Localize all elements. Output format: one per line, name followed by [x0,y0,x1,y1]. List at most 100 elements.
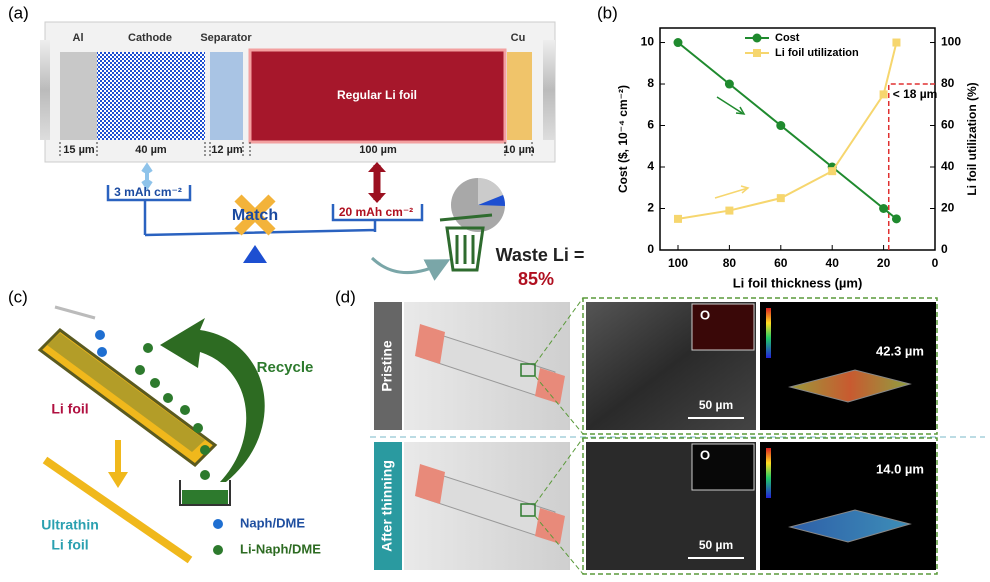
capacity-right: 20 mAh cm⁻² [339,205,413,219]
x-axis-label: Li foil thickness (µm) [733,275,863,290]
y-tick-label: 8 [647,76,654,90]
panel-label: (b) [597,3,618,22]
x-tick-label: 0 [932,256,939,270]
scale-label: 50 µm [699,538,733,552]
scraper [54,305,96,320]
plot-frame [659,27,936,251]
surface [788,369,912,403]
surface [788,509,912,543]
scale-label: 50 µm [699,398,733,412]
marker [725,206,734,215]
layer-label: Al [73,32,84,44]
separator-layer [210,52,243,140]
annotation-line [887,83,935,250]
waste-pie-slice [478,195,506,206]
naph-drops [95,330,107,357]
li-foil-shade [47,333,205,452]
annotation-label: < 18 µm [893,87,938,101]
series-line [677,41,898,220]
match-label: Match [232,207,278,224]
marker [892,38,901,47]
panel-label: (d) [335,287,356,306]
zoom-frame [582,297,938,435]
balance [106,185,424,237]
ultrathin-label: Ultrathin [41,517,99,533]
ultrathin-label: Li foil [51,537,88,553]
y2-tick-label: 100 [941,35,961,49]
layer-label: Cu [511,32,526,44]
y-tick-label: 2 [647,201,654,215]
thickness-label: 10 µm [503,144,535,156]
solution [182,490,228,504]
terminal [543,40,555,140]
waste-arrow [370,256,451,281]
copper-tab [415,324,565,404]
height-map [760,302,936,430]
recycle-arrow [160,318,265,482]
legend-marker [752,33,762,43]
panel-label: (a) [8,3,29,22]
waste-label: Waste Li = [496,245,585,265]
y-tick-label: 10 [641,35,655,49]
terminal [40,40,50,140]
beaker [179,480,231,506]
y2-axis-label: Li foil utilization (%) [965,82,979,195]
y2-tick-label: 40 [941,159,955,173]
y2-tick-label: 0 [941,242,948,256]
eds-map [691,303,755,351]
x-tick-label: 60 [774,256,788,270]
copper-tab [415,464,565,544]
dimension-lines [59,142,533,158]
li-foil-label: Li foil [51,401,88,417]
marker [891,214,901,224]
y2-tick-label: 60 [941,118,955,132]
match-cross [234,194,276,236]
marker [879,90,888,99]
ultrathin-foil [42,456,193,564]
marker [724,79,734,89]
thickness-label: 100 µm [359,144,397,156]
zoom-box [520,503,536,517]
zoom-frame [582,437,938,575]
y-tick-label: 4 [647,159,654,173]
cu-layer [507,52,532,140]
arrow-heads [368,162,386,203]
marker [776,121,786,131]
zoom-box [520,363,536,377]
legend-swatch [213,519,223,529]
trend-arrow [716,96,746,115]
marker [673,38,683,48]
row-tag [374,442,402,570]
y-tick-label: 6 [647,118,654,132]
y2-tick-label: 20 [941,201,955,215]
eds-element: O [700,307,710,322]
waste-value: 85% [518,269,554,289]
x-tick-label: 40 [826,256,840,270]
zoom-lines [534,297,584,435]
thickness-label: 12 µm [211,144,243,156]
capacity-left: 3 mAh cm⁻² [114,185,182,199]
legend-label: Li foil utilization [775,47,859,59]
recycle-label: Recycle [257,359,314,376]
y-axis-label: Cost ($, 10⁻⁴ cm⁻²) [616,85,630,193]
row-label: After thinning [379,460,395,552]
li-naph-drops [135,343,210,480]
eds-map [691,443,755,491]
thickness-label: 15 µm [63,144,95,156]
cathode-layer [97,52,205,140]
marker [879,204,889,214]
series-line [677,42,898,220]
capacity-arrow [141,162,153,191]
thickness-label: 40 µm [135,144,167,156]
legend-label: Cost [775,32,800,44]
legend-label: Li-Naph/DME [240,541,321,556]
color-bar [766,308,771,358]
marker [776,194,785,203]
legend-label: Naph/DME [240,515,305,530]
waste-pie-slice [478,178,503,205]
al-layer [60,52,97,140]
panel-label: (c) [8,287,28,306]
eds-element: O [700,447,710,462]
down-arrow-head [108,472,128,488]
